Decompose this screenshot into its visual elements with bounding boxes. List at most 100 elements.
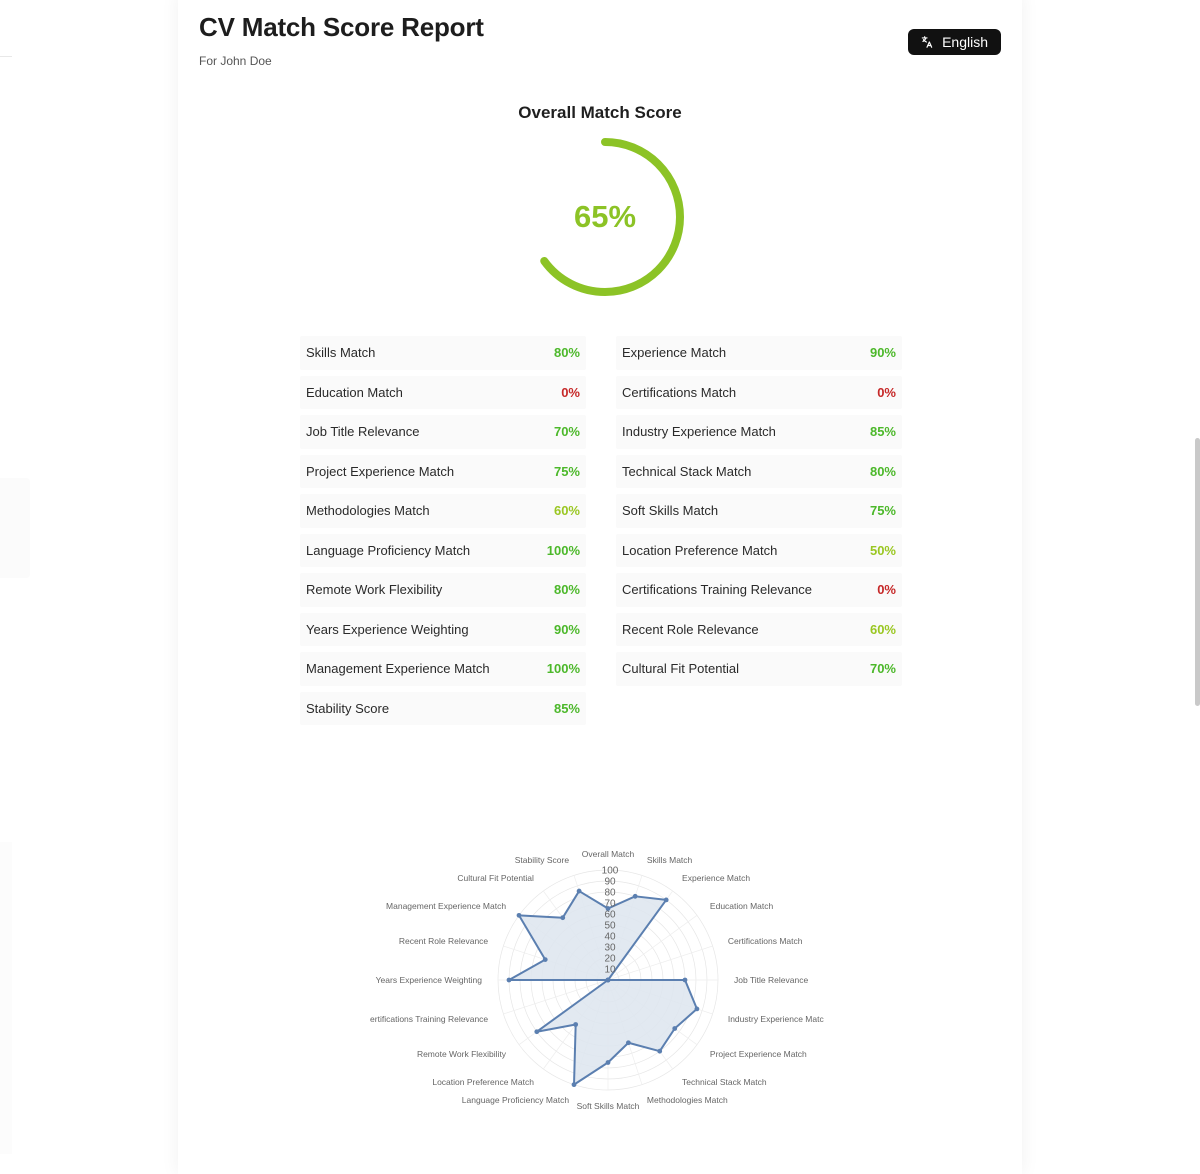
metric-value: 75%: [553, 463, 580, 479]
metric-label: Job Title Relevance: [306, 424, 420, 440]
radar-category-label: Job Title Relevance: [734, 975, 808, 985]
radar-point: [542, 957, 548, 963]
radar-point: [560, 915, 566, 921]
metric-row: Project Experience Match 75%: [300, 454, 586, 488]
metric-label: Soft Skills Match: [622, 503, 719, 519]
radar-category-label: Methodologies Match: [647, 1095, 728, 1105]
language-label: English: [942, 34, 988, 50]
metric-label: Experience Match: [622, 345, 727, 361]
language-button[interactable]: English: [908, 29, 1001, 55]
metric-value: 85%: [553, 700, 580, 716]
radar-tick-label: 90: [604, 877, 616, 888]
radar-point: [605, 906, 611, 911]
metric-row: Cultural Fit Potential 70%: [616, 652, 902, 686]
metric-row: Education Match 0%: [300, 375, 586, 409]
metrics-grid: Skills Match 80% Experience Match 90% Educat…: [300, 336, 904, 725]
radar-category-label: Stability Score: [515, 855, 570, 865]
metric-label: Methodologies Match: [306, 503, 430, 519]
radar-category-label: Technical Stack Match: [682, 1077, 767, 1087]
radar-spoke: [607, 945, 713, 981]
radar-tick-label: 10: [604, 965, 616, 976]
metric-value: 0%: [877, 582, 896, 598]
radar-point: [625, 1040, 631, 1046]
radar-category-label: Management Experience Match: [386, 901, 506, 911]
radar-point: [694, 1006, 700, 1012]
radar-tick-label: 20: [604, 954, 616, 965]
metric-label: Years Experience Weighting: [306, 621, 469, 637]
metric-label: Project Experience Match: [306, 463, 455, 479]
metric-row: Management Experience Match 100%: [300, 652, 586, 686]
radar-point: [672, 1026, 678, 1031]
metric-value: 90%: [553, 621, 580, 637]
background-panel: [0, 478, 30, 578]
background-panel: [0, 842, 12, 1154]
metric-value: 70%: [869, 661, 896, 677]
metric-value: 0%: [561, 384, 580, 400]
metric-label: Industry Experience Match: [622, 424, 776, 440]
translate-icon: [921, 36, 933, 48]
radar-tick-label: 70: [604, 899, 616, 910]
metric-label: Education Match: [306, 384, 403, 400]
metric-value: 80%: [553, 582, 580, 598]
scrollbar[interactable]: [1195, 438, 1200, 706]
radar-category-label: Education Match: [710, 901, 774, 911]
metric-row: Recent Role Relevance 60%: [616, 612, 902, 646]
metric-value: 0%: [877, 384, 896, 400]
metric-value: 100%: [546, 542, 580, 558]
radar-point: [605, 977, 611, 983]
radar-point: [573, 1022, 579, 1027]
radar-category-label: Certifications Match: [728, 936, 803, 946]
metric-value: 85%: [869, 424, 896, 440]
metric-value: 80%: [553, 345, 580, 361]
page-title: CV Match Score Report: [199, 12, 484, 42]
radar-category-label: Skills Match: [647, 855, 693, 865]
metric-row: Remote Work Flexibility 80%: [300, 573, 586, 607]
candidate-subtitle: For John Doe: [199, 54, 272, 68]
radar-point: [632, 893, 638, 899]
radar-category-label: Cultural Fit Potential: [457, 873, 534, 883]
metric-row: Technical Stack Match 80%: [616, 454, 902, 488]
metric-row: Experience Match 90%: [616, 336, 902, 370]
radar-point: [534, 1029, 540, 1035]
metric-value: 60%: [869, 621, 896, 637]
metric-label: Recent Role Relevance: [622, 621, 759, 637]
radar-tick-label: 50: [604, 921, 616, 932]
overall-score-heading: Overall Match Score: [518, 103, 682, 122]
metric-row: Stability Score 85%: [300, 691, 586, 725]
metric-label: Certifications Match: [622, 384, 737, 400]
radar-point: [657, 1048, 663, 1054]
gauge-arc: [526, 138, 684, 296]
radar-category-label: Location Preference Match: [432, 1077, 534, 1087]
metric-row: Job Title Relevance 70%: [300, 415, 586, 449]
radar-spoke: [503, 979, 609, 1015]
metric-row: Certifications Training Relevance 0%: [616, 573, 902, 607]
metric-label: Skills Match: [306, 345, 376, 361]
overall-score-gauge: [526, 138, 684, 296]
radar-point: [605, 1060, 611, 1065]
metric-value: 75%: [869, 503, 896, 519]
radar-point: [516, 912, 522, 918]
metric-label: Location Preference Match: [622, 542, 778, 558]
metric-row: Methodologies Match 60%: [300, 494, 586, 528]
metric-value: 50%: [869, 542, 896, 558]
radar-category-label: Project Experience Match: [710, 1049, 807, 1059]
metric-row: Language Proficiency Match 100%: [300, 533, 586, 567]
metric-value: 60%: [553, 503, 580, 519]
radar-point: [682, 977, 688, 983]
metric-row: Years Experience Weighting 90%: [300, 612, 586, 646]
report-card: CV Match Score Report For John Doe Engli…: [178, 0, 1022, 1174]
metric-label: Stability Score: [306, 700, 390, 716]
radar-spoke: [607, 915, 698, 981]
radar-category-label: Recent Role Relevance: [399, 936, 489, 946]
metric-value: 90%: [869, 345, 896, 361]
metric-label: Remote Work Flexibility: [306, 582, 443, 598]
overall-score-value: 65%: [573, 199, 637, 234]
radar-category-label: Remote Work Flexibility: [417, 1049, 507, 1059]
metric-label: Language Proficiency Match: [306, 542, 471, 558]
metric-value: 80%: [869, 463, 896, 479]
radar-tick-label: 80: [604, 888, 616, 899]
metric-label: Certifications Training Relevance: [622, 582, 813, 598]
radar-point: [663, 897, 669, 903]
radar-category-label: ertifications Training Relevance: [370, 1014, 488, 1024]
